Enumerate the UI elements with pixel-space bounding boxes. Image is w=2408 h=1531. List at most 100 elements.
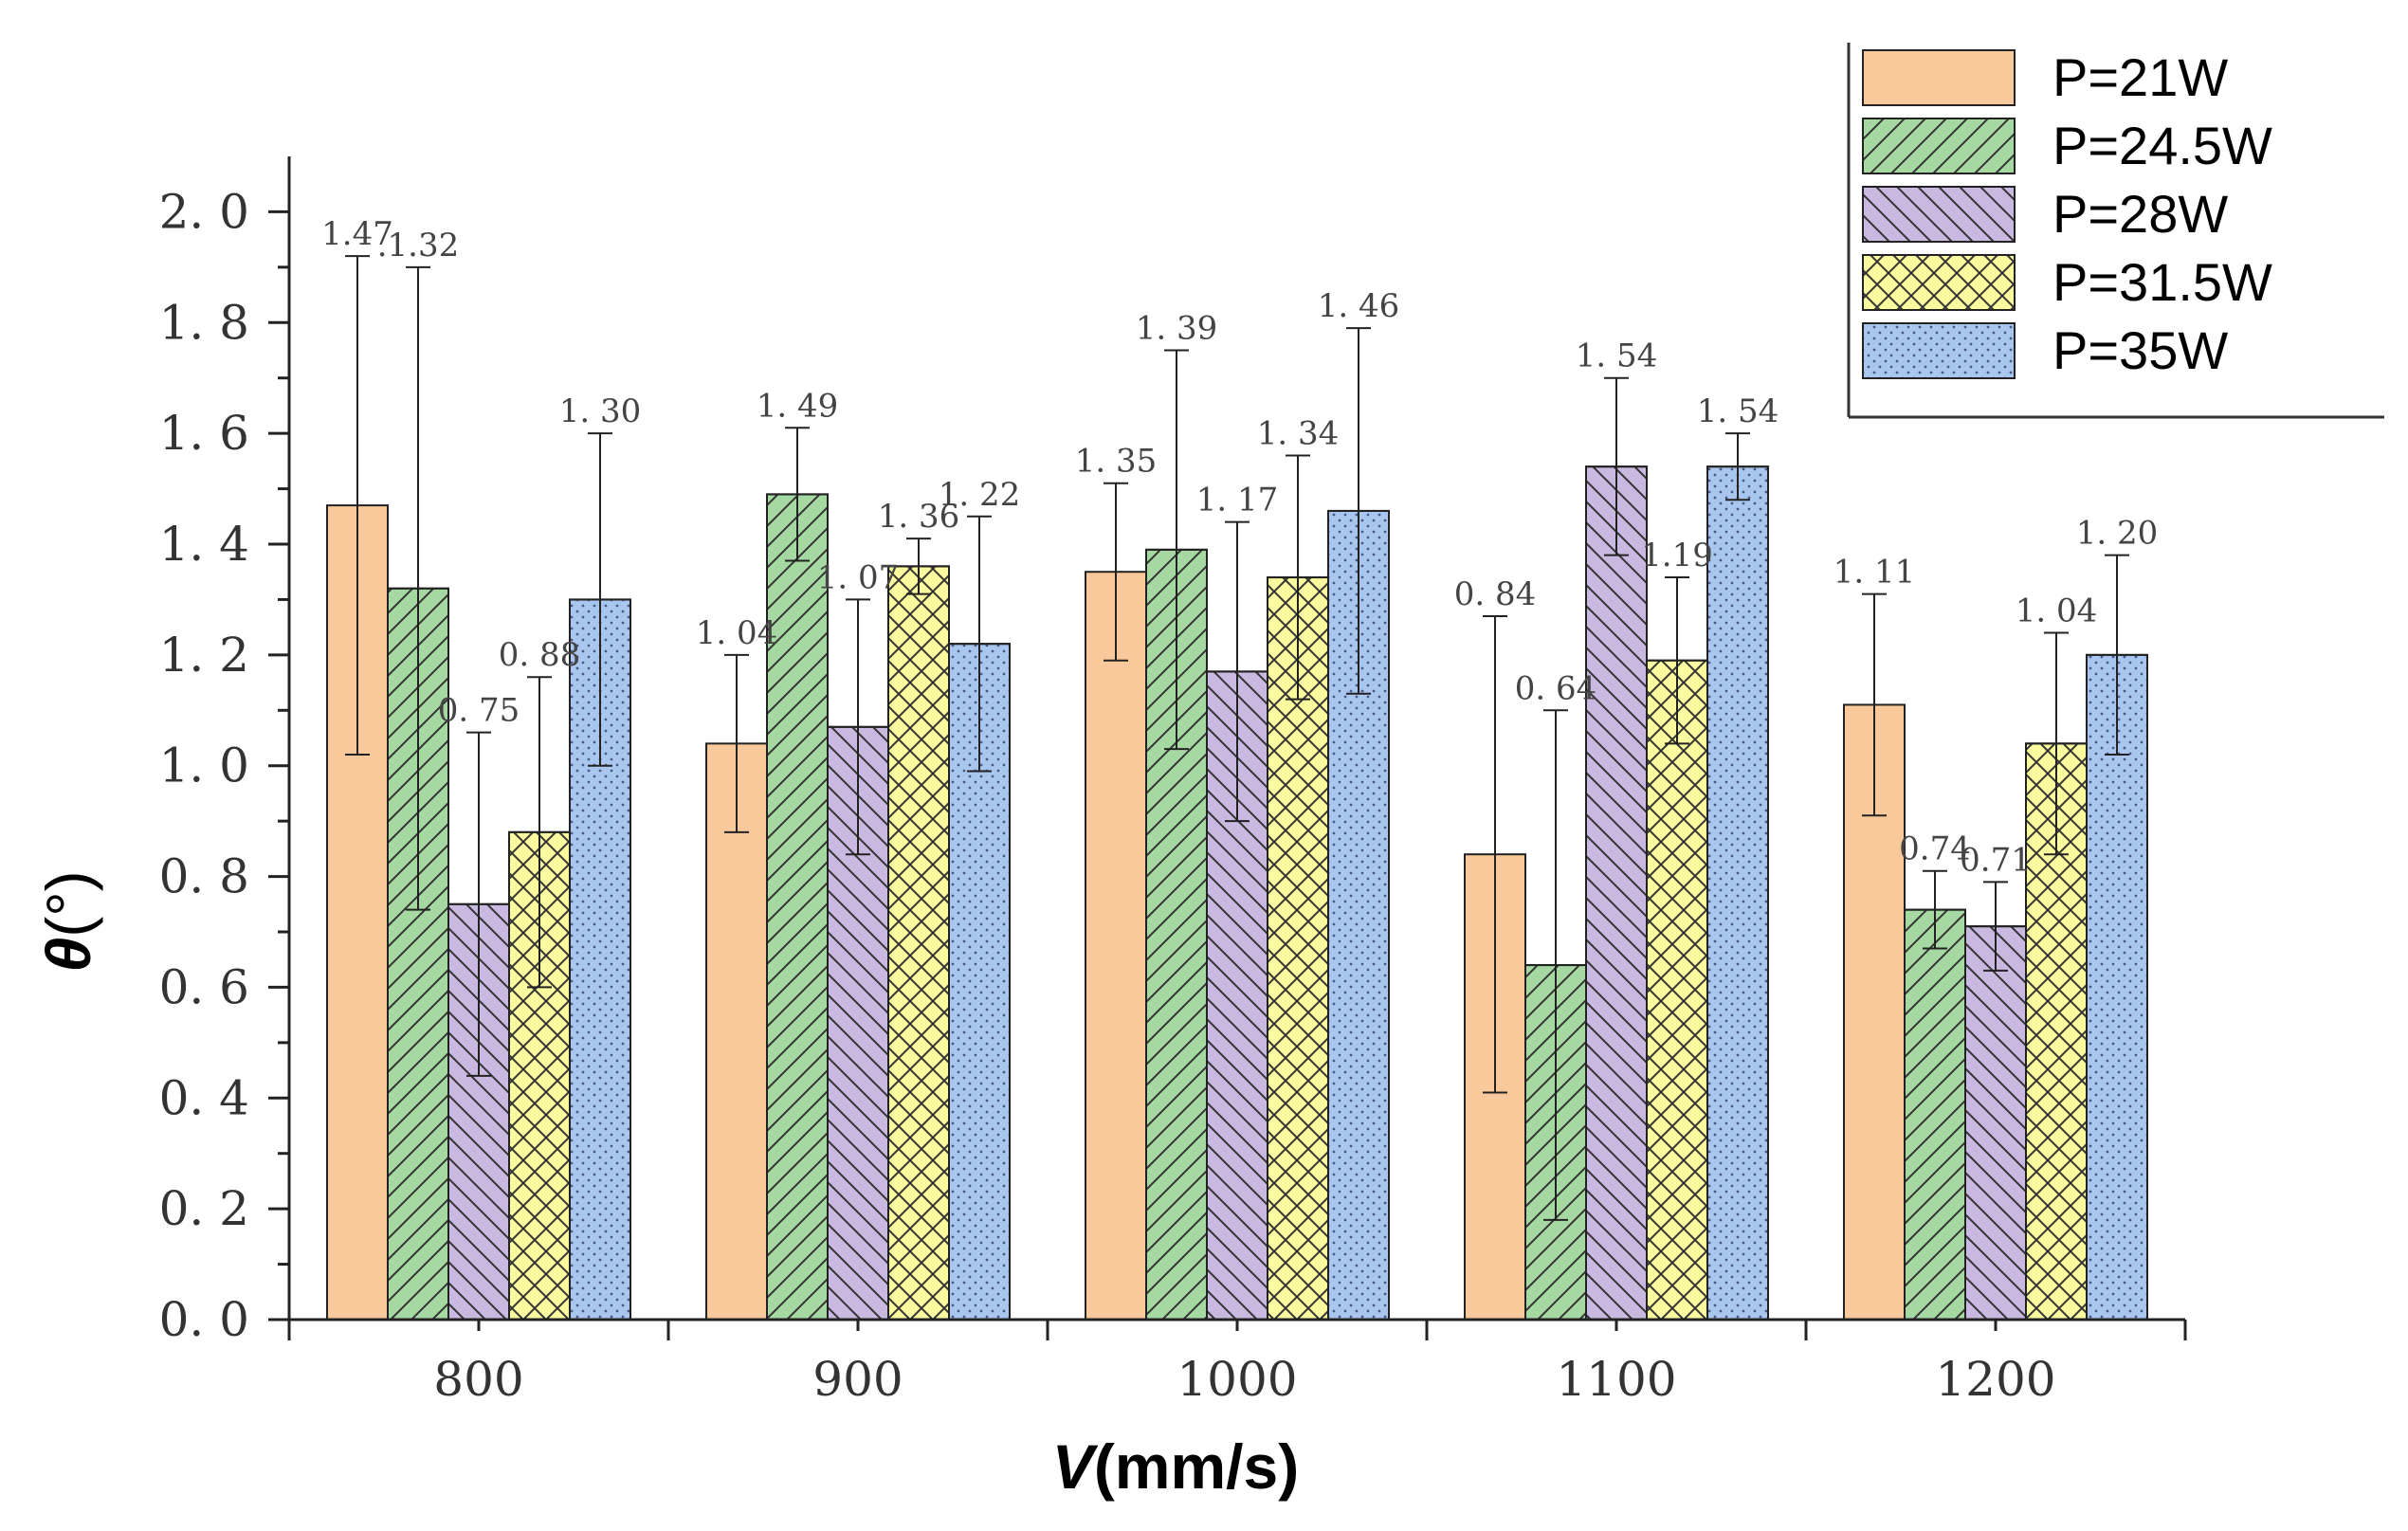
bar-pattern: [1964, 925, 2027, 1321]
data-label: 1. 11: [1833, 554, 1916, 592]
data-label: 1. 35: [1075, 443, 1158, 481]
error-bar: [406, 265, 430, 911]
legend-label: P=24.5W: [2052, 116, 2272, 175]
error-bar: [1862, 592, 1887, 817]
y-tick-label: 1. 6: [159, 406, 249, 461]
x-tick-label: 1100: [1556, 1352, 1676, 1407]
bar-pattern: [887, 565, 950, 1321]
x-axis-symbol: V: [1052, 1431, 1099, 1502]
error-bars: [345, 255, 2129, 1221]
data-label: 0.74: [1899, 830, 1971, 868]
axes: 0. 0 0. 2 0. 4 0. 6 0. 8 1. 0 1. 2 1. 4 1. 6 1. 8…: [159, 156, 2187, 1407]
error-bar: [345, 255, 370, 756]
error-bar: [1483, 614, 1507, 1094]
legend-item: P=31.5W: [1862, 252, 2272, 312]
y-tick-label: 1. 4: [159, 517, 249, 572]
y-axis-title: θ(°): [33, 870, 103, 972]
data-label: 1. 54: [1576, 337, 1658, 375]
error-bar: [1725, 432, 1750, 501]
data-label: 0. 75: [438, 692, 520, 730]
y-tick-label: 0. 2: [159, 1181, 249, 1236]
bar-pattern: [1706, 465, 1769, 1321]
y-axis-unit: (°): [33, 870, 103, 937]
error-bar: [588, 432, 612, 767]
legend-swatch: [1862, 49, 2016, 106]
data-label: 0.71: [1960, 841, 2032, 879]
y-tick-label: 0. 0: [159, 1292, 249, 1347]
y-tick-label: 1. 2: [159, 628, 249, 683]
bar-pattern: [1646, 659, 1708, 1321]
data-label: 1. 04: [696, 614, 778, 652]
error-bar: [846, 598, 870, 856]
bar-p-21w-1000: [1085, 571, 1147, 1321]
error-bar: [906, 538, 931, 595]
error-bar: [724, 653, 749, 833]
x-tick-label: 1000: [1177, 1352, 1297, 1407]
y-tick-label: 1. 8: [159, 295, 249, 350]
error-bar: [2105, 554, 2129, 756]
bar-pattern: [1585, 465, 1648, 1321]
data-label: 1. 46: [1318, 287, 1400, 325]
error-bar: [1983, 881, 2008, 972]
y-tick-label: 0. 8: [159, 849, 249, 904]
data-label: 1. 07: [817, 558, 900, 596]
legend-swatch-pattern: [1862, 254, 2016, 311]
legend-swatch-pattern: [1862, 322, 2016, 379]
legend-label: P=21W: [2052, 47, 2228, 107]
data-label: 1. 04: [2016, 592, 2098, 629]
error-bar: [1923, 869, 1947, 950]
data-label: 1.47: [321, 215, 393, 253]
y-tick-label: 1. 0: [159, 738, 249, 793]
bar-p-21w-900: [705, 742, 768, 1321]
x-tick-label: 900: [812, 1352, 903, 1407]
bar-pattern: [1904, 908, 1966, 1321]
data-labels: 1.47 1. 04 1. 35 0. 84 1. 11 .1.32 1. 49 1. 39 0…: [321, 215, 2158, 879]
legend-label: P=31.5W: [2052, 252, 2272, 312]
y-tick-label: 2. 0: [159, 184, 249, 239]
data-label: 0. 64: [1515, 669, 1597, 707]
legend-swatch-pattern: [1862, 186, 2016, 243]
error-bar: [967, 515, 992, 773]
bar-pattern: [2086, 653, 2148, 1321]
legend-item: P=24.5W: [1862, 116, 2272, 175]
error-bar: [1225, 520, 1250, 823]
error-bar: [785, 427, 810, 562]
y-tick-label: 0. 6: [159, 959, 249, 1014]
data-label: 1. 17: [1196, 482, 1279, 519]
data-label: 0. 84: [1454, 575, 1537, 613]
data-label: 1.19: [1641, 537, 1713, 574]
data-label: 1. 30: [559, 392, 642, 430]
error-bar: [527, 676, 552, 989]
bar-pattern: [447, 902, 510, 1321]
data-label: 1. 34: [1257, 415, 1340, 453]
error-bar: [1346, 327, 1371, 695]
data-label: 1. 49: [757, 387, 839, 425]
legend-item: P=28W: [1862, 184, 2228, 244]
y-tick-label: 0. 4: [159, 1070, 249, 1125]
x-axis-title: V(mm/s): [1052, 1431, 1299, 1502]
error-bar: [1164, 349, 1189, 751]
legend-item: P=35W: [1862, 320, 2228, 380]
x-tick-label: 800: [433, 1352, 523, 1407]
legend-label: P=28W: [2052, 184, 2228, 244]
data-label: 1. 39: [1136, 310, 1218, 348]
data-label: .1.32: [377, 227, 460, 264]
data-label: 0. 88: [499, 636, 581, 674]
error-bar: [1286, 454, 1310, 701]
data-label: 1. 20: [2076, 515, 2159, 553]
legend-swatch-pattern: [1862, 118, 2016, 174]
legend-item: P=21W: [1862, 47, 2228, 107]
x-tick-label: 1200: [1935, 1352, 2055, 1407]
error-bar: [1104, 482, 1128, 662]
error-bar: [2044, 631, 2069, 856]
data-label: 1. 22: [939, 476, 1021, 514]
error-bar: [1665, 576, 1689, 745]
error-bar: [1604, 376, 1629, 556]
legend-label: P=35W: [2052, 320, 2228, 380]
data-label: 1. 36: [878, 498, 960, 536]
error-bar: [1543, 709, 1568, 1221]
legend: P=21W P=24.5W P=28W P=31.5W P=35W: [1847, 43, 2384, 419]
data-label: 1. 54: [1697, 392, 1779, 430]
error-bar: [466, 731, 491, 1077]
